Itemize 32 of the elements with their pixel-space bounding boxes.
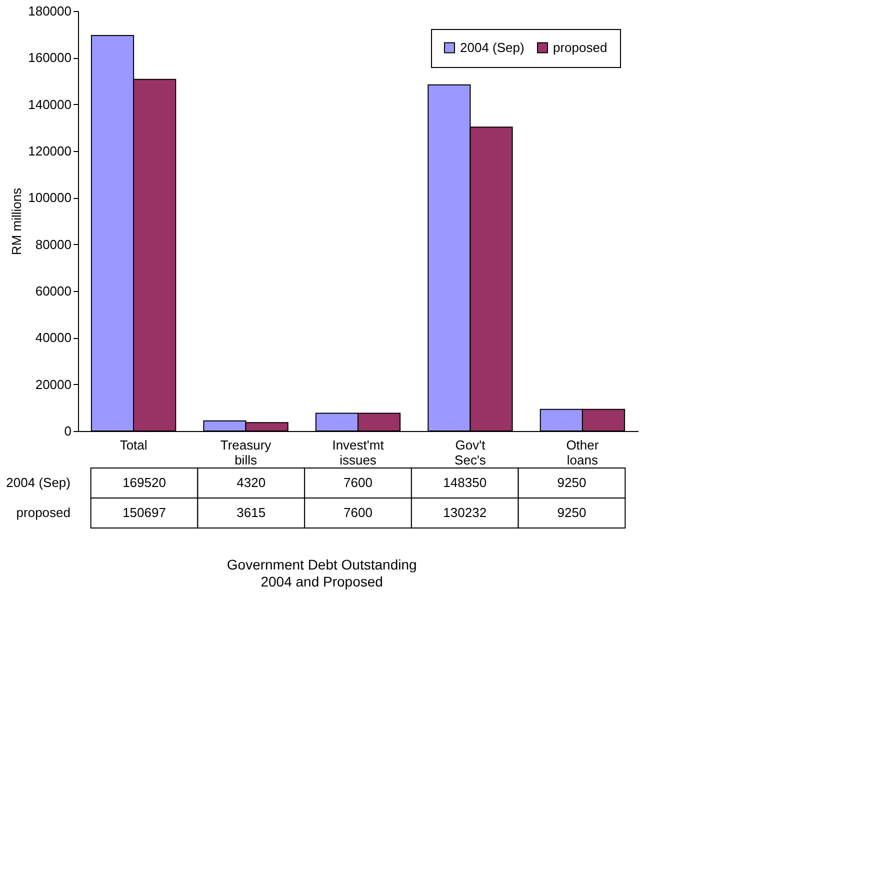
y-tick-label: 160000: [28, 50, 72, 66]
text: proposed: [16, 505, 70, 520]
text: 2004 (Sep): [6, 475, 70, 490]
y-tick-label: 80000: [35, 236, 72, 252]
data-label: 148350: [443, 475, 487, 490]
y-tick-label: 180000: [28, 4, 72, 18]
data-label: 7600: [344, 475, 372, 490]
y-axis-title: RM millions: [9, 187, 24, 256]
data-label: 169520: [122, 475, 166, 490]
y-tick-label: 60000: [35, 284, 72, 298]
data-label: 3615: [236, 505, 266, 520]
y-tick-label: 40000: [35, 330, 72, 346]
data-label: 150697: [122, 505, 166, 520]
data-label: 9250: [557, 475, 586, 490]
text: 2004 and Proposed: [260, 574, 383, 590]
text: Government Debt Outstanding: [226, 556, 417, 572]
data-label: 9250: [557, 505, 586, 520]
x-tick-label: Other loans: [566, 438, 600, 468]
legend-label: 2004 (Sep): [460, 40, 524, 55]
y-tick-label: 120000: [28, 144, 72, 158]
legend-label: proposed: [553, 40, 608, 55]
y-tick-label: 0: [64, 424, 72, 438]
y-tick-label: 20000: [35, 376, 72, 392]
data-label: 4320: [236, 475, 266, 490]
x-tick-label: Total: [120, 438, 148, 452]
y-tick-label: 100000: [28, 190, 72, 206]
y-tick-label: 140000: [28, 96, 72, 112]
data-label: 7600: [344, 505, 372, 520]
x-tick-label: Invest'mt issues: [332, 438, 384, 468]
x-tick-label: Treasury bills: [220, 438, 272, 468]
data-label: 130232: [443, 505, 487, 520]
x-tick-label: Gov't Sec's: [454, 438, 486, 468]
